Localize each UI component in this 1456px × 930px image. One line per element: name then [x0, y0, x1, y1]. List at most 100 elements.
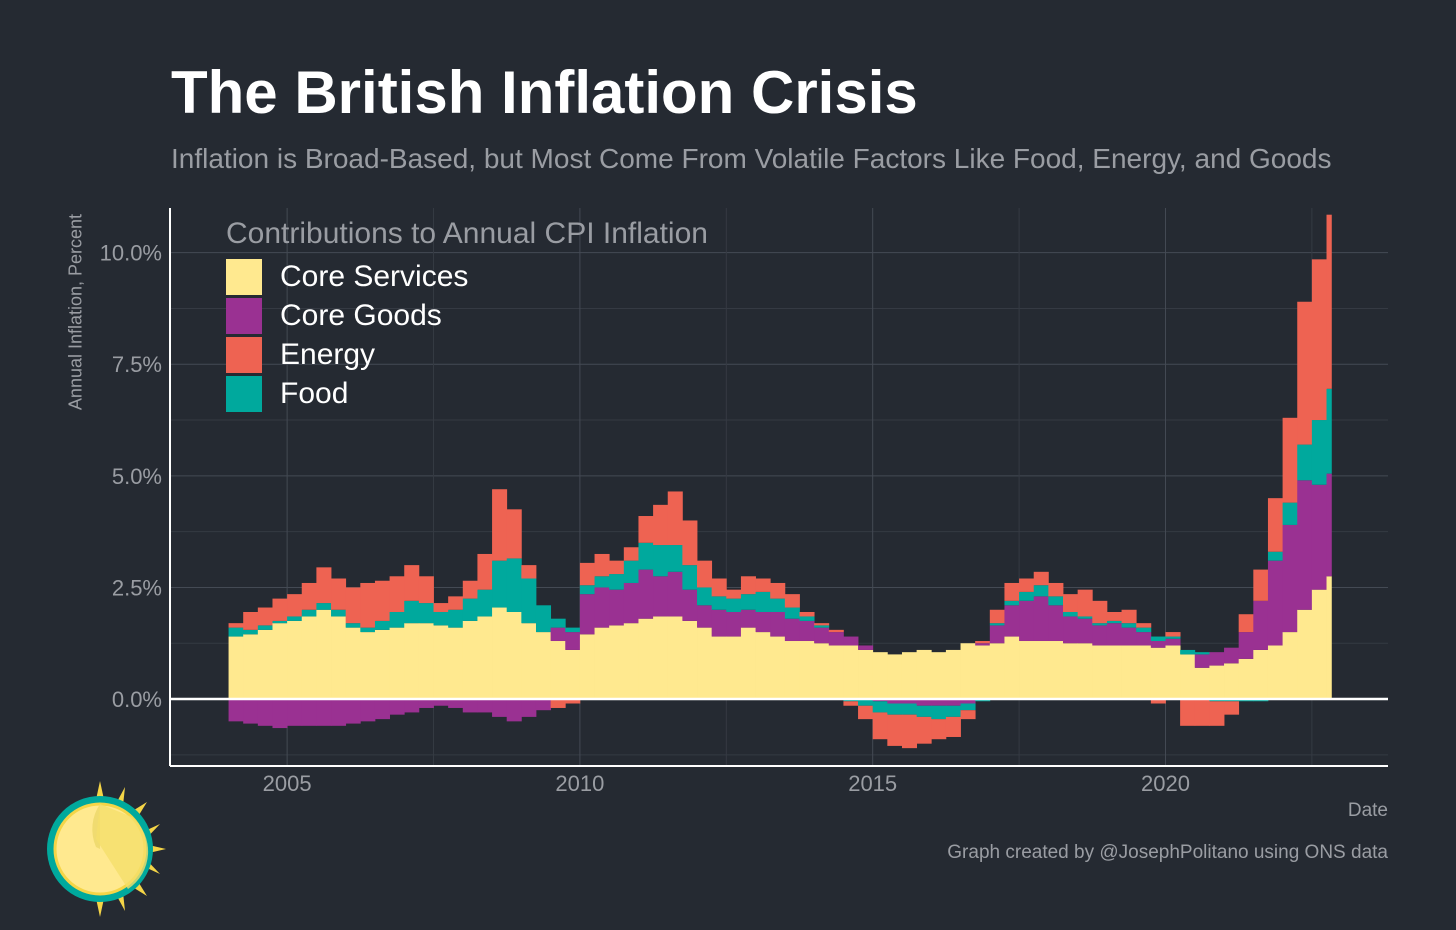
source-caption: Graph created by @JosephPolitano using O… — [947, 842, 1388, 863]
bar-core-goods — [784, 618, 800, 642]
bar-food — [404, 600, 420, 624]
bar-core-services — [506, 611, 522, 700]
bar-core-goods — [228, 699, 244, 722]
bar-core-services — [1326, 576, 1332, 700]
bar-core-goods — [404, 699, 420, 713]
bar-core-services — [579, 634, 595, 700]
bar-energy — [301, 582, 317, 610]
bar-energy — [1238, 614, 1254, 633]
bar-core-services — [477, 616, 493, 700]
bar-energy — [594, 553, 610, 577]
bar-energy — [316, 567, 332, 604]
bar-energy — [653, 504, 669, 546]
bar-core-goods — [609, 589, 625, 626]
bar-energy — [287, 594, 303, 617]
bar-energy — [1136, 623, 1152, 628]
legend-item-core-goods: Core Goods — [226, 296, 708, 335]
bar-food — [301, 609, 317, 617]
bar-food — [623, 560, 639, 583]
bar-core-services — [1238, 658, 1254, 700]
bar-food — [506, 558, 522, 612]
bar-food — [740, 594, 756, 610]
chart-title: The British Inflation Crisis — [171, 59, 918, 126]
bar-food — [492, 560, 508, 608]
bar-core-goods — [989, 625, 1005, 644]
legend-swatch — [226, 258, 262, 295]
bar-energy — [1106, 611, 1122, 621]
bar-food — [945, 705, 961, 717]
bar-core-services — [711, 636, 727, 700]
bar-energy — [1326, 214, 1332, 389]
legend-swatch — [226, 297, 262, 334]
bar-energy — [975, 641, 991, 644]
y-tick-label: 10.0% — [100, 241, 162, 266]
bar-core-goods — [1267, 560, 1283, 646]
bar-core-services — [594, 627, 610, 700]
bar-core-goods — [521, 699, 537, 717]
bar-core-goods — [316, 699, 332, 726]
bar-core-goods — [1121, 627, 1137, 646]
bar-food — [1106, 620, 1122, 624]
bar-food — [1180, 649, 1196, 655]
bar-food — [1092, 623, 1108, 626]
bar-core-services — [1019, 641, 1035, 700]
bar-food — [872, 701, 888, 713]
bar-core-services — [1150, 647, 1166, 700]
bar-core-services — [784, 641, 800, 700]
x-tick-label: 2020 — [1141, 771, 1190, 796]
bar-core-services — [770, 636, 786, 700]
bar-energy — [1150, 699, 1166, 704]
bar-energy — [726, 589, 742, 599]
bar-food — [1019, 591, 1035, 601]
bar-energy — [755, 578, 771, 592]
bar-food — [653, 545, 669, 577]
bar-core-services — [975, 645, 991, 700]
bar-energy — [462, 580, 478, 599]
tick-labels: 0.0% 2.5% 5.0% 7.5% 10.0% 2005 2010 2015 2020 — [100, 241, 1190, 796]
bar-core-services — [521, 623, 537, 700]
bar-core-services — [901, 652, 918, 700]
bar-core-goods — [726, 611, 742, 637]
bar-energy — [433, 603, 449, 612]
bar-food — [1033, 585, 1049, 597]
bar-energy — [901, 714, 918, 749]
y-tick-label: 2.5% — [112, 575, 162, 600]
bar-food — [331, 609, 347, 617]
bar-core-services — [1253, 649, 1269, 700]
bar-energy — [404, 565, 420, 601]
bar-core-goods — [477, 699, 493, 713]
bar-core-goods — [550, 627, 566, 642]
bar-core-goods — [448, 699, 464, 708]
bar-core-services — [243, 634, 259, 700]
bar-core-services — [1048, 641, 1064, 700]
bar-core-goods — [579, 594, 595, 635]
bar-energy — [989, 609, 1005, 624]
bar-energy — [843, 701, 859, 706]
bar-core-goods — [287, 699, 303, 726]
bar-energy — [272, 598, 288, 621]
bar-core-services — [404, 623, 420, 700]
bar-core-services — [667, 616, 683, 700]
bar-core-goods — [257, 699, 273, 726]
bar-food — [477, 589, 493, 617]
bar-core-goods — [272, 699, 288, 729]
bar-core-services — [1194, 667, 1210, 700]
bar-energy — [1267, 498, 1283, 552]
bar-core-services — [945, 649, 961, 700]
bar-food — [360, 627, 376, 633]
bar-core-services — [1209, 665, 1225, 700]
bar-core-goods — [843, 636, 859, 646]
bar-core-services — [1267, 645, 1283, 700]
bar-core-goods — [1077, 618, 1093, 644]
bar-food — [960, 703, 976, 711]
bar-core-services — [448, 627, 464, 700]
bar-energy — [1282, 417, 1298, 503]
bar-core-services — [1077, 643, 1093, 700]
bar-core-goods — [1238, 632, 1254, 659]
bar-core-services — [316, 609, 332, 700]
bar-core-services — [345, 627, 361, 700]
bar-core-services — [609, 625, 625, 700]
bar-core-services — [550, 641, 566, 700]
bar-food — [228, 627, 244, 637]
bar-food — [243, 629, 259, 635]
